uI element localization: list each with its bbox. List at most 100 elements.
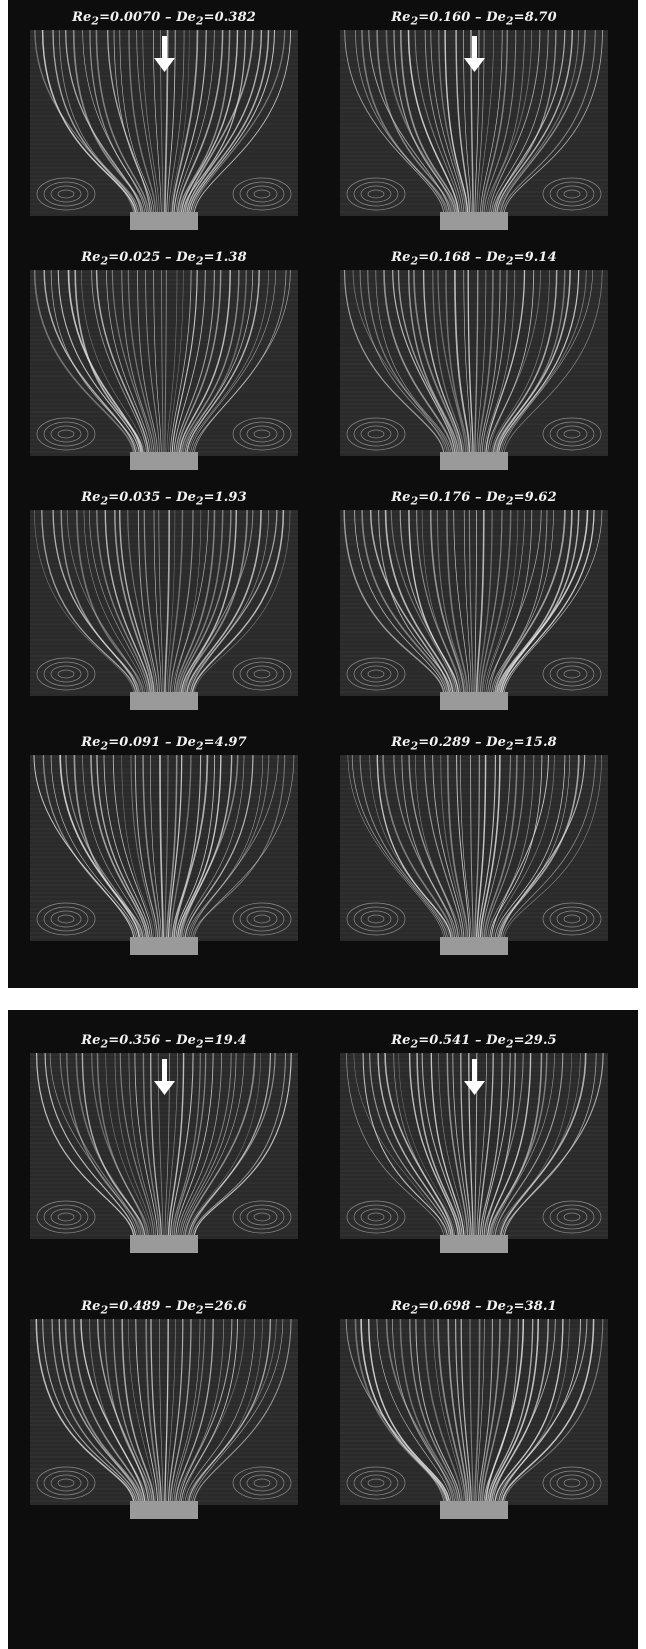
outlet-tube [440, 937, 508, 955]
corner-vortex-left [346, 1466, 406, 1500]
corner-vortex-right [232, 1200, 292, 1234]
streamlines [345, 1319, 604, 1506]
deborah-value: =26.6 [203, 1299, 247, 1314]
outlet-tube [440, 692, 508, 710]
corner-vortex-left [36, 657, 96, 691]
panel-caption: Re2=0.176 – De2=9.62 [391, 490, 557, 508]
outlet-tube [440, 1235, 508, 1253]
panel-caption: Re2=0.168 – De2=9.14 [391, 250, 557, 268]
streak-image [30, 1319, 298, 1519]
down-arrow-icon [154, 36, 175, 72]
scan-lines [340, 1054, 608, 1236]
down-arrow-icon [154, 1059, 175, 1095]
panel-caption: Re2=0.356 – De2=19.4 [81, 1033, 247, 1051]
corner-vortex-left [36, 177, 96, 211]
corner-vortex-right [232, 1466, 292, 1500]
streak-image [340, 30, 608, 230]
vessel-background [30, 270, 298, 456]
down-arrow-icon [464, 36, 485, 72]
streak-image [30, 755, 298, 955]
panel-caption: Re2=0.091 – De2=4.97 [81, 735, 247, 753]
reynolds-value: =0.356 – [108, 1033, 177, 1048]
vessel-background [30, 510, 298, 696]
streamlines [343, 510, 603, 697]
flow-visualization-panel [340, 270, 608, 470]
streak-image [340, 270, 608, 470]
flow-visualization-panel [30, 1319, 298, 1519]
deborah-value: =8.70 [513, 10, 557, 25]
deborah-value: =38.1 [513, 1299, 557, 1314]
panel-caption: Re2=0.698 – De2=38.1 [391, 1299, 557, 1317]
corner-vortex-left [36, 1466, 96, 1500]
corner-vortex-left [346, 417, 406, 451]
corner-vortex-right [232, 902, 292, 936]
streak-image [30, 1053, 298, 1253]
flow-visualization-panel [340, 30, 608, 230]
reynolds-value: =0.168 – [418, 250, 487, 265]
scan-lines [30, 1320, 298, 1502]
deborah-value: =1.38 [203, 250, 247, 265]
panel-caption: Re2=0.160 – De2=8.70 [391, 10, 557, 28]
streak-image [340, 510, 608, 710]
corner-vortex-left [346, 902, 406, 936]
corner-vortex-left [346, 657, 406, 691]
flow-visualization-panel [30, 755, 298, 955]
reynolds-value: =0.489 – [108, 1299, 177, 1314]
deborah-value: =4.97 [203, 735, 247, 750]
reynolds-value: =0.160 – [418, 10, 487, 25]
deborah-value: =9.14 [513, 250, 557, 265]
corner-vortex-right [542, 1200, 602, 1234]
panel-caption: Re2=0.289 – De2=15.8 [391, 735, 557, 753]
figure-plate-bottom: Re2=0.356 – De2=19.4 Re2=0.541 – De2=29.5… [8, 1010, 638, 1649]
figure-plate-top: Re2=0.0070 – De2=0.382 Re2=0.160 – De2=8.… [8, 0, 638, 988]
vessel-background [340, 270, 608, 456]
outlet-tube [130, 1235, 198, 1253]
streak-image [340, 755, 608, 955]
streamlines [35, 1319, 292, 1506]
scan-lines [30, 511, 298, 693]
flow-visualization-panel [30, 1053, 298, 1253]
scan-lines [340, 271, 608, 453]
streak-image [30, 510, 298, 710]
flow-visualization-panel [340, 510, 608, 710]
corner-vortex-right [232, 657, 292, 691]
reynolds-value: =0.035 – [108, 490, 177, 505]
corner-vortex-left [36, 902, 96, 936]
reynolds-value: =0.176 – [418, 490, 487, 505]
streak-image [30, 30, 298, 230]
outlet-tube [440, 452, 508, 470]
reynolds-value: =0.289 – [418, 735, 487, 750]
reynolds-value: =0.0070 – [99, 10, 177, 25]
outlet-tube [130, 212, 198, 230]
corner-vortex-right [542, 417, 602, 451]
scan-lines [340, 756, 608, 938]
flow-visualization-panel [340, 755, 608, 955]
corner-vortex-left [346, 1200, 406, 1234]
streak-image [340, 1053, 608, 1253]
panel-caption: Re2=0.0070 – De2=0.382 [72, 10, 256, 28]
panel-caption: Re2=0.489 – De2=26.6 [81, 1299, 247, 1317]
streamlines [34, 30, 292, 217]
flow-visualization-panel [30, 30, 298, 230]
panel-caption: Re2=0.541 – De2=29.5 [391, 1033, 557, 1051]
reynolds-value: =0.091 – [108, 735, 177, 750]
streamlines [33, 755, 295, 942]
corner-vortex-right [542, 657, 602, 691]
vessel-background [30, 755, 298, 941]
deborah-value: =29.5 [513, 1033, 557, 1048]
corner-vortex-right [232, 417, 292, 451]
streak-image [30, 270, 298, 470]
deborah-value: =15.8 [513, 735, 557, 750]
reynolds-value: =0.025 – [108, 250, 177, 265]
outlet-tube [130, 1501, 198, 1519]
corner-vortex-right [232, 177, 292, 211]
outlet-tube [130, 452, 198, 470]
panel-caption: Re2=0.035 – De2=1.93 [81, 490, 247, 508]
vessel-background [340, 1319, 608, 1505]
down-arrow-icon [464, 1059, 485, 1095]
flow-visualization-panel [30, 270, 298, 470]
deborah-value: =1.93 [203, 490, 247, 505]
outlet-tube [130, 937, 198, 955]
outlet-tube [440, 1501, 508, 1519]
streamlines [35, 1053, 292, 1240]
